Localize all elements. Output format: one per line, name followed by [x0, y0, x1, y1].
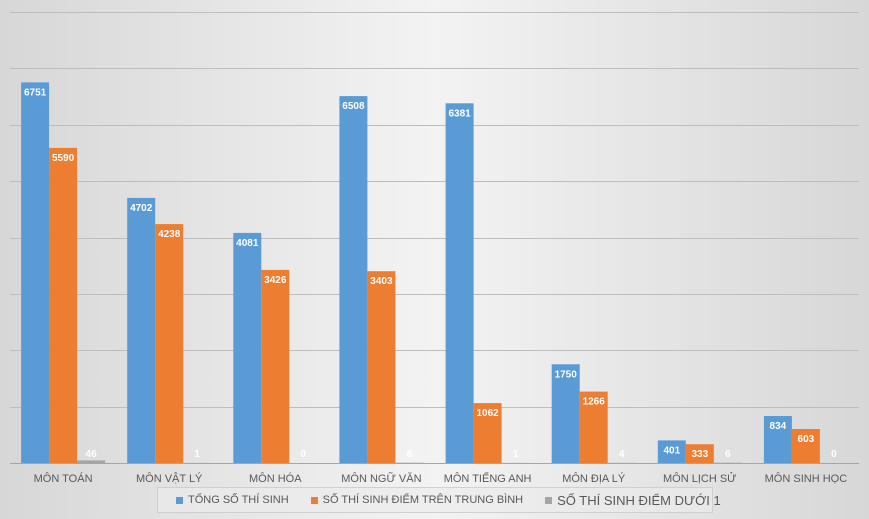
data-label: 4081	[236, 238, 259, 249]
bar	[233, 232, 262, 463]
legend-item-above-average: SỐ THÍ SINH ĐIỂM TRÊN TRUNG BÌNH	[310, 494, 524, 506]
data-label: 1	[513, 449, 519, 460]
x-tick-label: MÔN LỊCH SỬ	[663, 472, 737, 485]
x-tick-label: MÔN TIẾNG ANH	[444, 472, 532, 485]
x-tick-label: MÔN TOÁN	[34, 472, 93, 485]
bar	[261, 269, 290, 463]
bar	[339, 96, 368, 463]
bar	[763, 416, 792, 463]
bar	[579, 391, 608, 463]
bar	[49, 147, 78, 463]
data-label: 46	[86, 449, 98, 460]
data-label: 0	[301, 449, 307, 460]
bar	[657, 440, 686, 463]
bar	[77, 460, 106, 463]
bar	[21, 82, 50, 464]
data-label: 603	[798, 434, 815, 445]
data-label: 5590	[52, 153, 75, 164]
bar	[551, 364, 580, 463]
data-label: 401	[663, 445, 680, 456]
data-label: 6	[725, 449, 731, 460]
bar	[791, 429, 820, 463]
bar	[155, 224, 184, 463]
x-tick-label: MÔN VẬT LÝ	[136, 472, 203, 485]
data-label: 4702	[130, 203, 153, 214]
legend: TỔNG SỐ THÍ SINH SỐ THÍ SINH ĐIỂM TRÊN T…	[157, 487, 721, 513]
legend-item-total: TỔNG SỐ THÍ SINH	[176, 494, 289, 506]
data-label: 6381	[448, 108, 471, 119]
data-label: 1266	[583, 397, 606, 408]
data-label: 0	[831, 449, 837, 460]
x-tick-label: MÔN ĐỊA LÝ	[562, 472, 626, 485]
data-label: 4	[619, 449, 625, 460]
x-tick-label: MÔN NGỮ VĂN	[341, 472, 421, 485]
data-label: 4238	[158, 229, 181, 240]
data-label: 6	[407, 449, 413, 460]
data-label: 333	[691, 449, 708, 460]
x-tick-label: MÔN SINH HỌC	[765, 472, 848, 485]
data-label: 834	[770, 421, 787, 432]
legend-label-below-one: SỐ THÍ SINH ĐIỂM DƯỚI 1	[557, 492, 721, 508]
data-label: 1062	[476, 408, 499, 419]
bar	[685, 444, 714, 463]
data-label: 1750	[555, 369, 578, 380]
legend-swatch-above-average	[310, 496, 318, 504]
legend-swatch-below-one	[545, 496, 553, 504]
legend-swatch-total	[176, 496, 183, 504]
x-tick-label: MÔN HÓA	[249, 472, 302, 485]
bar	[445, 103, 474, 464]
data-label: 6508	[342, 101, 365, 112]
bar	[473, 403, 502, 463]
bar	[127, 197, 156, 463]
data-label: 3426	[264, 275, 287, 286]
legend-label-above-average: SỐ THÍ SINH ĐIỂM TRÊN TRUNG BÌNH	[322, 494, 524, 506]
data-label: 3403	[370, 276, 393, 287]
data-label: 6751	[24, 87, 47, 98]
data-label: 1	[194, 449, 200, 460]
legend-label-total: TỔNG SỐ THÍ SINH	[188, 494, 289, 506]
bar	[367, 271, 396, 463]
legend-item-below-one: SỐ THÍ SINH ĐIỂM DƯỚI 1	[545, 493, 721, 508]
